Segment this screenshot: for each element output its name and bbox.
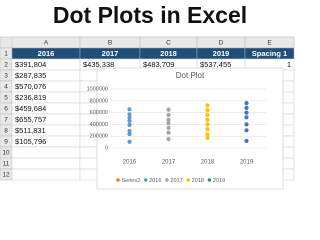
legend-marker <box>143 178 148 182</box>
cell-text: $105,796 <box>15 137 46 146</box>
dot <box>166 117 171 122</box>
dot <box>166 125 171 131</box>
row-number: 5 <box>4 95 8 102</box>
row-number: 8 <box>4 128 8 135</box>
dot <box>127 107 132 112</box>
dot <box>205 127 210 132</box>
cell-text: $483,709 <box>143 60 174 69</box>
x-tick-label: 2018 <box>201 160 215 166</box>
dot <box>127 118 132 123</box>
dot <box>244 128 249 133</box>
column-header: E <box>267 40 272 47</box>
cell-text: $570,076 <box>15 82 46 91</box>
cell-text: $391,804 <box>15 60 46 69</box>
legend-label: 2017 <box>170 178 182 184</box>
row-number: 4 <box>4 84 8 91</box>
dot <box>244 122 249 127</box>
cell <box>11 168 81 181</box>
dot <box>127 128 132 134</box>
dot <box>127 115 132 120</box>
row-number: 10 <box>2 150 10 157</box>
row-number: 3 <box>4 73 8 80</box>
dot <box>127 139 132 144</box>
cell-text: $236,819 <box>15 93 46 102</box>
cell-text: $435,338 <box>83 60 114 69</box>
dot <box>166 137 171 142</box>
page-title: Dot Plots in Excel <box>53 2 247 28</box>
y-tick-label: 400000 <box>90 122 108 128</box>
row-number: 2 <box>4 62 8 69</box>
dot <box>205 103 210 108</box>
row-number: 11 <box>3 161 10 168</box>
dot <box>244 110 249 115</box>
dot <box>244 138 249 144</box>
chart-area <box>96 67 284 190</box>
cell-text: $537,455 <box>200 60 231 69</box>
row-number: 1 <box>4 51 8 58</box>
dot <box>166 107 171 112</box>
header-text: Spacing 1 <box>252 49 287 58</box>
dot <box>205 108 210 113</box>
column-header: B <box>108 40 112 47</box>
y-tick-label: 200000 <box>90 134 108 140</box>
dot <box>205 135 210 141</box>
dot <box>166 112 171 118</box>
x-tick-label: 2016 <box>123 160 137 166</box>
row-number: 9 <box>4 139 8 146</box>
x-tick-label: 2019 <box>240 160 254 166</box>
dot <box>166 121 171 126</box>
header-text: 2018 <box>160 49 177 58</box>
legend-label: 2019 <box>213 178 225 184</box>
dot <box>244 115 249 120</box>
dot <box>244 101 249 106</box>
dot <box>166 130 171 135</box>
chart: Dot Plot 0 200000 400000 600000 800000 1000000… <box>87 67 284 190</box>
column-header: D <box>219 40 224 47</box>
row-number: 6 <box>4 106 8 113</box>
header-text: 2019 <box>213 49 230 58</box>
dot <box>244 105 249 110</box>
chart-title: Dot Plot <box>176 71 205 80</box>
cell-text: $511,831 <box>15 126 46 135</box>
dot <box>127 131 132 137</box>
row-number: 12 <box>2 172 10 179</box>
cell-text: $655,757 <box>15 115 46 124</box>
y-tick-label: 0 <box>105 145 108 151</box>
dot <box>205 117 210 122</box>
y-tick-label: 600000 <box>90 110 108 116</box>
legend-marker <box>116 178 120 182</box>
cell <box>11 146 81 159</box>
dot <box>205 122 210 127</box>
dot <box>127 112 132 117</box>
cell-text: $459,684 <box>15 104 46 113</box>
x-tick-label: 2017 <box>162 160 176 166</box>
header-text: 2016 <box>38 49 55 58</box>
column-header: C <box>166 40 171 47</box>
cell-text: $287,835 <box>15 71 46 80</box>
row-number: 7 <box>4 117 8 124</box>
dot <box>205 132 210 137</box>
dot <box>127 122 132 127</box>
cell-text: 1 <box>287 60 291 69</box>
legend-marker <box>186 178 190 182</box>
cell <box>11 157 81 170</box>
legend-label: 2018 <box>192 178 204 184</box>
legend-marker <box>207 178 212 182</box>
column-header: A <box>44 40 49 47</box>
y-tick-label: 1000000 <box>87 86 108 92</box>
page: Dot Plots in Excel A B C D E1 2016 2017 2018 201… <box>0 2 295 190</box>
dot <box>205 112 210 118</box>
y-tick-label: 800000 <box>90 98 108 104</box>
legend-label: Series2 <box>122 178 141 184</box>
legend-marker <box>165 178 169 182</box>
legend-label: 2016 <box>149 178 161 184</box>
header-text: 2017 <box>102 49 119 58</box>
